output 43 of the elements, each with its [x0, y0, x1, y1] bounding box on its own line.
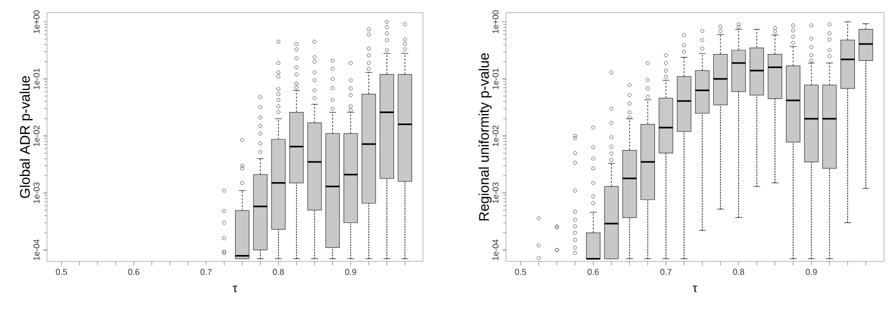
x-tick-label: 0.7 [660, 268, 672, 275]
x-axis-title: τ [692, 286, 698, 292]
y-tick-label: 1e+00 [492, 10, 498, 34]
point [573, 230, 577, 235]
y-tick-label: 1e-03 [33, 182, 40, 204]
point [573, 238, 577, 242]
y-axis-title: Global ADR p-value [20, 76, 33, 198]
x-tick-label: 0.9 [345, 268, 356, 275]
point [573, 134, 577, 138]
point [222, 220, 226, 225]
x-tick-label: 0.5 [56, 268, 68, 275]
point [222, 188, 226, 193]
point [573, 224, 577, 228]
x-tick-label: 0.5 [514, 268, 526, 275]
point [536, 244, 541, 248]
y-axis-title: Regional uniformity p-value [478, 53, 492, 220]
point [222, 236, 226, 240]
y-tick-label: 1e-01 [492, 68, 498, 90]
y-tick-label: 1e-04 [33, 239, 40, 260]
y-tick-label: 1e-01 [33, 68, 40, 90]
point [573, 160, 577, 165]
x-tick-label: 0.6 [588, 268, 599, 275]
x-tick-label: 0.9 [806, 268, 817, 275]
y-tick-label: 1e-02 [492, 126, 498, 146]
x-tick-label: 0.8 [733, 268, 744, 275]
point [536, 256, 541, 260]
y-tick-label: 1e-03 [492, 182, 498, 204]
y-tick-label: 1e-02 [33, 126, 40, 146]
x-tick-label: 0.8 [272, 268, 284, 275]
x-tick-label: 0.6 [128, 268, 140, 275]
y-tick-label: 1e+00 [33, 10, 40, 34]
y-tick-label: 1e-04 [492, 239, 498, 260]
point [573, 188, 577, 193]
x-axis-title: τ [232, 286, 238, 292]
point [573, 246, 577, 250]
point [573, 136, 577, 140]
point [573, 151, 577, 156]
point [573, 210, 577, 214]
point [573, 218, 577, 222]
x-tick-label: 0.7 [200, 268, 212, 275]
point [573, 250, 577, 255]
point [222, 209, 226, 214]
point [536, 216, 541, 220]
